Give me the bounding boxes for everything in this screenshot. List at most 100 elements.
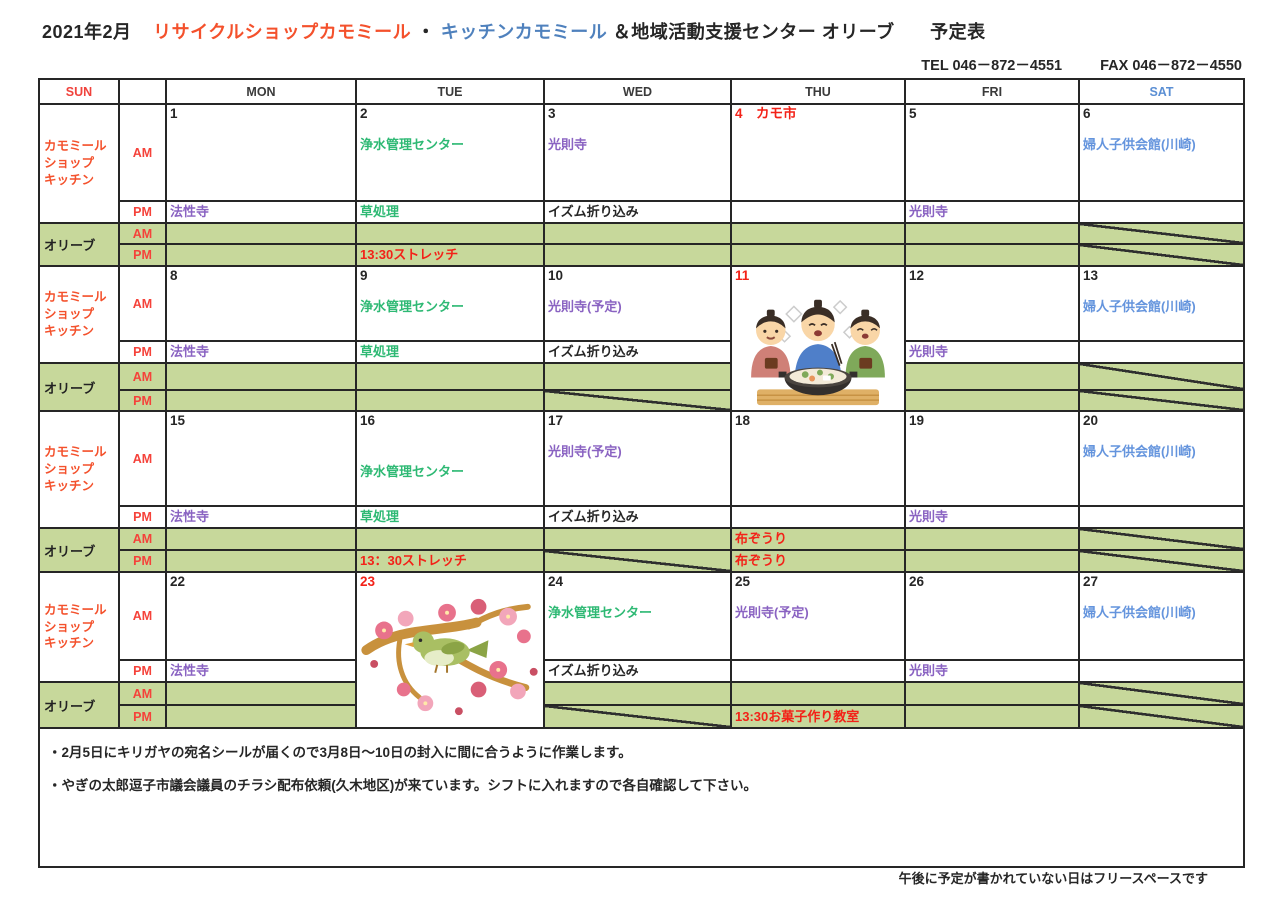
day-cell-feb25: 25 光則寺(予定)	[730, 571, 906, 661]
hotpot	[778, 367, 858, 396]
event-label: 光則寺	[909, 509, 949, 525]
day-number: 22	[170, 574, 186, 589]
person-right	[845, 309, 885, 378]
pm-cell	[1078, 340, 1245, 364]
day-number: 17	[548, 413, 564, 428]
event-label: 婦人子供会館(川崎)	[1083, 298, 1196, 314]
header-blank	[118, 78, 167, 105]
day-cell-feb3: 3 光則寺	[543, 103, 732, 202]
crossed-out-cell	[543, 389, 732, 412]
notes-box: ・2月5日にキリガヤの宛名シールが届くので3月8日～10日の封入に間に合うように…	[38, 727, 1245, 868]
pm-cell: イズム折り込み	[543, 505, 732, 529]
crossed-out-cell	[1078, 704, 1245, 729]
olive-cell	[355, 527, 545, 551]
pm-cell: イズム折り込み	[543, 200, 732, 224]
pm-cell: 光則寺	[904, 340, 1080, 364]
day-cell-feb1: 1	[165, 103, 357, 202]
olive-cell	[904, 243, 1080, 267]
day-cell-feb9: 9 浄水管理センター	[355, 265, 545, 342]
header-sun: SUN	[38, 78, 120, 105]
event-label: 草処理	[360, 204, 400, 220]
note-line: ・やぎの太郎逗子市議会議員のチラシ配布依頼(久木地区)が来ています。シフトに入れ…	[48, 778, 757, 793]
note-line: ・2月5日にキリガヤの宛名シールが届くので3月8日～10日の封入に間に合うように…	[48, 745, 632, 760]
hotpot-party-illustration	[751, 299, 885, 405]
olive-cell	[165, 222, 357, 245]
pm-cell	[1078, 505, 1245, 529]
day-cell-feb17: 17 光則寺(予定)	[543, 410, 732, 507]
pm-label: PM	[118, 200, 167, 224]
pm-cell: 光則寺	[904, 505, 1080, 529]
pm-label: PM	[118, 549, 167, 573]
pm-cell	[1078, 200, 1245, 224]
olive-cell	[165, 389, 357, 412]
olive-cell	[355, 362, 545, 391]
event-label: 法性寺	[170, 344, 210, 360]
event-label: 光則寺(予定)	[548, 443, 622, 459]
person-left	[751, 309, 791, 378]
olive-cell	[165, 704, 357, 729]
day-cell-feb26: 26	[904, 571, 1080, 661]
title-shop-name: リサイクルショップカモミール	[153, 22, 412, 42]
olive-cell: 13:30お菓子作り教室	[730, 704, 906, 729]
olive-cell	[165, 243, 357, 267]
event-label: イズム折り込み	[548, 344, 639, 360]
contact-line: TEL 046－872－4551 FAX 046－872－4550	[921, 54, 1242, 75]
pm-cell: イズム折り込み	[543, 659, 732, 683]
weekday-header-row: SUN MON TUE WED THU FRI SAT	[38, 78, 1245, 105]
event-label: イズム折り込み	[548, 509, 639, 525]
am-label: AM	[118, 571, 167, 661]
pm-label: PM	[118, 243, 167, 267]
day-cell-feb13: 13 婦人子供会館(川崎)	[1078, 265, 1245, 342]
warbler-bird	[404, 631, 489, 673]
shop-label: カモミール ショップ キッチン	[38, 571, 120, 683]
plum-warbler-illustration	[361, 598, 538, 715]
pm-cell: 光則寺	[904, 200, 1080, 224]
olive-cell	[904, 549, 1080, 573]
event-label: 婦人子供会館(川崎)	[1083, 443, 1196, 459]
olive-cell	[904, 704, 1080, 729]
event-label: 草処理	[360, 509, 400, 525]
day-number: 9	[360, 268, 368, 283]
am-label: AM	[118, 527, 167, 551]
day-number: 1	[170, 106, 178, 121]
day-cell-feb5: 5	[904, 103, 1080, 202]
event-label: 13:30お菓子作り教室	[735, 708, 860, 724]
calendar-table: SUN MON TUE WED THU FRI SAT カモミール ショップ キ…	[38, 78, 1245, 868]
day-cell-feb6: 6 婦人子供会館(川崎)	[1078, 103, 1245, 202]
day-number-holiday: 4 カモ市	[735, 106, 797, 121]
day-number: 6	[1083, 106, 1091, 121]
pm-label: PM	[118, 340, 167, 364]
day-number: 19	[909, 413, 925, 428]
header-wed: WED	[543, 78, 732, 105]
day-cell-feb15: 15	[165, 410, 357, 507]
event-label: 光則寺(予定)	[735, 604, 809, 620]
olive-cell	[543, 222, 732, 245]
shop-label: カモミール ショップ キッチン	[38, 410, 120, 529]
header-mon: MON	[165, 78, 357, 105]
olive-cell	[543, 527, 732, 551]
olive-cell	[165, 527, 357, 551]
crossed-out-cell	[1078, 681, 1245, 706]
crossed-out-cell	[1078, 362, 1245, 391]
crossed-out-cell	[1078, 389, 1245, 412]
day-cell-feb12: 12	[904, 265, 1080, 342]
olive-cell: 布ぞうり	[730, 549, 906, 573]
day-number: 5	[909, 106, 917, 121]
title-kitchen-name: キッチンカモミール	[440, 22, 608, 42]
footer-note: 午後に予定が書かれていない日はフリースペースです	[898, 871, 1208, 886]
olive-cell	[904, 389, 1080, 412]
day-number: 13	[1083, 268, 1099, 283]
event-label: イズム折り込み	[548, 204, 639, 220]
day-cell-feb20: 20 婦人子供会館(川崎)	[1078, 410, 1245, 507]
day-cell-feb18: 18	[730, 410, 906, 507]
crossed-out-cell	[1078, 549, 1245, 573]
olive-cell: 布ぞうり	[730, 527, 906, 551]
crossed-out-cell	[1078, 527, 1245, 551]
day-number: 3	[548, 106, 556, 121]
pm-cell: 草処理	[355, 200, 545, 224]
pm-cell: 草処理	[355, 340, 545, 364]
event-label: 婦人子供会館(川崎)	[1083, 604, 1196, 620]
day-cell-feb10: 10 光則寺(予定)	[543, 265, 732, 342]
olive-cell	[904, 527, 1080, 551]
olive-label: オリーブ	[38, 527, 120, 573]
